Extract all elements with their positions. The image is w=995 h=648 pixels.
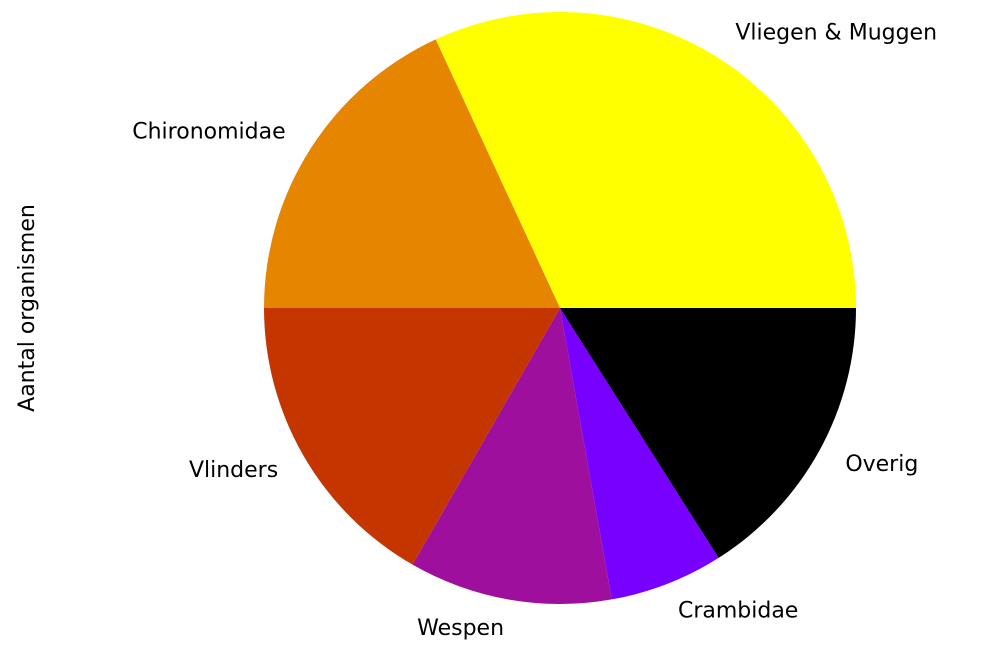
slice-label: Wespen — [417, 616, 504, 641]
pie-slice — [264, 308, 560, 565]
slice-label: Overig — [845, 452, 918, 477]
pie-slice — [435, 12, 856, 308]
pie-slice — [560, 308, 719, 600]
slice-label: Chironomidae — [132, 120, 285, 145]
slice-label: Vlinders — [189, 458, 278, 483]
pie-slice — [560, 308, 856, 558]
pie-slice — [412, 308, 612, 604]
pie-slice — [264, 39, 560, 308]
slice-label: Crambidae — [678, 598, 798, 623]
y-axis-label: Aantal organismen — [15, 204, 40, 412]
slice-label: Vliegen & Muggen — [735, 21, 937, 46]
